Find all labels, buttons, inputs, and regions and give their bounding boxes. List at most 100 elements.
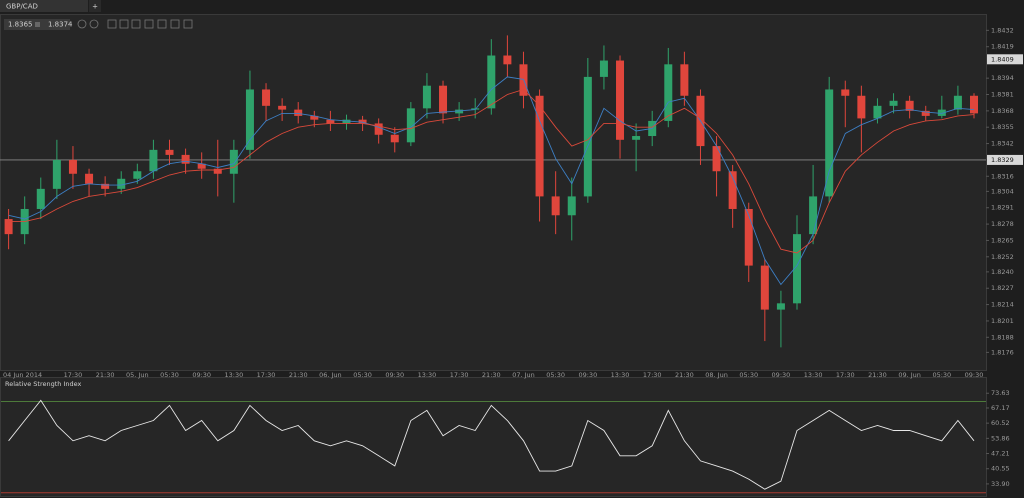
candle-body	[857, 95, 866, 119]
y-tick-label: 1.8304	[991, 187, 1014, 195]
candle-body	[149, 149, 158, 172]
candle-body	[358, 119, 367, 124]
tool-icon[interactable]	[131, 19, 141, 29]
x-tick-label: 07. Jun	[512, 371, 535, 379]
candle-body	[664, 64, 673, 121]
candle-body	[117, 178, 126, 189]
spread-icon	[35, 22, 40, 27]
candle-body	[4, 219, 13, 235]
candle-body	[760, 265, 769, 310]
candle-body	[245, 89, 254, 150]
candle-body	[36, 188, 45, 209]
x-tick-label: 09:30	[772, 371, 791, 379]
tab-label[interactable]: GBP/CAD	[6, 3, 38, 11]
candle-body	[793, 234, 802, 304]
x-tick-label: 13:30	[418, 371, 437, 379]
x-tick-label: 17:30	[836, 371, 855, 379]
candle-body	[374, 123, 383, 135]
candle-body	[197, 163, 206, 169]
y-tick-label: 1.8316	[991, 172, 1014, 180]
candle-body	[342, 119, 351, 124]
candle-body	[487, 55, 496, 109]
y-tick-label: 1.8252	[991, 253, 1014, 261]
candle-body	[85, 173, 94, 184]
candle-body	[712, 146, 721, 172]
candle-body	[326, 119, 335, 124]
candle-body	[632, 136, 641, 140]
tool-icon[interactable]	[107, 19, 117, 29]
candle-body	[294, 109, 303, 116]
candle-body	[953, 95, 962, 110]
x-tick-label: 09:30	[192, 371, 211, 379]
x-tick-label: 05:30	[739, 371, 758, 379]
candle-body	[181, 154, 190, 164]
x-tick-label: 04 Jun 2014	[3, 371, 42, 379]
y-tick-label: 1.8240	[991, 268, 1014, 276]
y-tick-label: 1.8381	[991, 91, 1014, 99]
candle-body	[776, 303, 785, 310]
tool-icon[interactable]	[183, 19, 193, 29]
tool-icon[interactable]	[170, 19, 180, 29]
candle-body	[744, 208, 753, 266]
candle-body	[262, 89, 271, 106]
tab[interactable]	[0, 0, 88, 12]
y-tick-label: 1.8355	[991, 123, 1014, 131]
bid-price: 1.8365	[8, 21, 33, 29]
candle-body	[937, 109, 946, 116]
x-tick-label: 06. Jun	[319, 371, 342, 379]
candle-body	[439, 85, 448, 114]
candle-body	[567, 196, 576, 216]
rsi-line	[8, 399, 975, 490]
y-tick-label: 1.8368	[991, 107, 1014, 115]
new-tab-label[interactable]: +	[92, 3, 98, 11]
x-tick-label: 21:30	[675, 371, 694, 379]
candle-body	[825, 89, 834, 197]
candle-body	[905, 100, 914, 111]
candle-body	[728, 171, 737, 209]
y-tick-label: 1.8176	[991, 348, 1014, 356]
y-tick-label: 1.8394	[991, 74, 1014, 82]
tool-icon[interactable]	[144, 19, 154, 29]
y-tick-label: 73.63	[991, 389, 1010, 397]
x-tick-label: 05:30	[932, 371, 951, 379]
zoom-in[interactable]	[77, 19, 87, 29]
candle-body	[455, 109, 464, 114]
candle-body	[873, 105, 882, 119]
candle-body	[422, 85, 431, 109]
x-tick-label: 17:30	[64, 371, 83, 379]
y-tick-label: 60.52	[991, 419, 1010, 427]
x-tick-label: 05:30	[160, 371, 179, 379]
candle-body	[278, 105, 287, 110]
candle-body	[229, 149, 238, 174]
candle-body	[583, 76, 592, 197]
x-tick-label: 05:30	[353, 371, 372, 379]
candle-body	[213, 168, 222, 174]
y-tick-label: 67.17	[991, 404, 1010, 412]
x-tick-label: 09:30	[385, 371, 404, 379]
y-tick-label: 1.8227	[991, 284, 1014, 292]
candle-body	[535, 95, 544, 197]
y-tick-label: 1.8419	[991, 43, 1014, 51]
zoom-out[interactable]	[89, 19, 99, 29]
price-tag-label: 1.8409	[991, 55, 1014, 63]
rsi-title: Relative Strength Index	[5, 380, 82, 388]
candle-body	[101, 183, 110, 189]
candle-body	[616, 60, 625, 140]
y-tick-label: 33.90	[991, 480, 1010, 488]
y-tick-label: 47.21	[991, 450, 1010, 458]
price-tag-box	[987, 54, 1023, 65]
candle-body	[841, 89, 850, 96]
y-tick-label: 1.8214	[991, 301, 1014, 309]
x-tick-label: 17:30	[257, 371, 276, 379]
candle-body	[970, 95, 978, 114]
candle-body	[551, 196, 560, 216]
new-tab-button[interactable]	[89, 0, 101, 12]
y-tick-label: 1.8278	[991, 220, 1014, 228]
toolbar	[77, 19, 193, 29]
tool-icon[interactable]	[157, 19, 167, 29]
candle-body	[599, 60, 608, 77]
candle-body	[921, 110, 930, 116]
tool-icon[interactable]	[119, 19, 129, 29]
